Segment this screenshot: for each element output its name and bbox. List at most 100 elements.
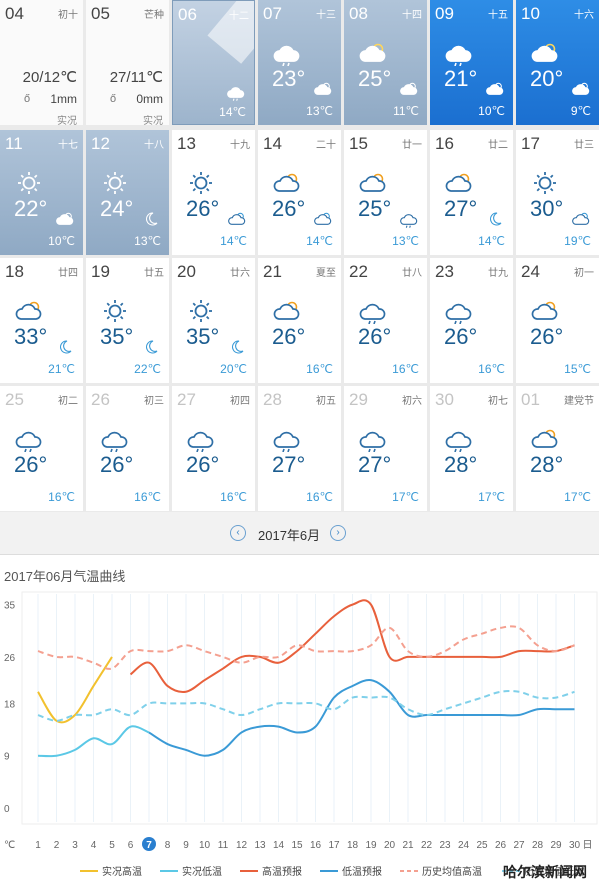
day-cell[interactable]: 08 十四 25° 11℃	[344, 0, 427, 125]
partly-cloudy-night-icon	[313, 210, 333, 228]
day-cell[interactable]: 21 夏至 26° 16℃	[258, 258, 341, 383]
x-tick-label: 10	[199, 840, 211, 851]
x-tick-label: 23	[439, 840, 451, 851]
day-cell[interactable]: 13 十九 26° 14℃	[172, 130, 255, 255]
day-cell[interactable]: 28 初五 27° 16℃	[258, 386, 341, 511]
partly-cloudy-icon	[530, 40, 560, 66]
day-cell[interactable]: 30 初七 28° 17℃	[430, 386, 513, 511]
day-cell[interactable]: 09 十五 21° 10℃	[430, 0, 513, 125]
day-cell[interactable]: 14 二十 26° 14℃	[258, 130, 341, 255]
day-cell[interactable]: 20 廿六 35° 20℃	[172, 258, 255, 383]
x-tick-label: 14	[273, 840, 285, 851]
x-unit-label: 日	[583, 840, 593, 851]
rain-cloud-icon	[399, 210, 419, 228]
day-number: 06	[178, 5, 197, 24]
day-number: 26	[91, 390, 110, 409]
day-number: 12	[91, 134, 110, 153]
high-temp: 22°	[14, 196, 48, 221]
y-unit-label: ℃	[4, 840, 15, 851]
series-line	[37, 690, 575, 722]
day-cell[interactable]: 24 初一 26° 15℃	[516, 258, 599, 383]
day-number: 30	[435, 390, 454, 409]
day-cell[interactable]: 19 廿五 35° 22℃	[86, 258, 169, 383]
lunar-date: 二十	[316, 140, 336, 151]
day-cell[interactable]: 23 廿九 26° 16℃	[430, 258, 513, 383]
prev-month-button[interactable]: ‹	[230, 525, 246, 541]
legend-entry: 实况低温	[182, 865, 222, 878]
lunar-date: 初四	[230, 396, 250, 407]
lunar-date: 初二	[58, 396, 78, 407]
high-temp: 30°	[530, 196, 564, 221]
day-cell[interactable]: 12 十八 24° 13℃	[86, 130, 169, 255]
rain-cloud-icon	[444, 426, 474, 453]
partly-cloudy-icon	[444, 170, 474, 196]
day-cell[interactable]: 22 廿八 26° 16℃	[344, 258, 427, 383]
drop-icon: ő	[110, 93, 117, 105]
month-label: 2017年6月	[258, 528, 321, 543]
x-tick-label: 17	[328, 840, 340, 851]
lunar-date: 建党节	[564, 396, 594, 407]
lunar-date: 廿三	[574, 140, 594, 151]
x-tick-label: 6	[128, 840, 134, 851]
series-line	[148, 679, 575, 757]
observed-tag: 实况	[143, 116, 163, 125]
high-temp: 26°	[358, 324, 392, 349]
legend-entry: 历史均值低温	[524, 865, 584, 878]
sun-icon	[186, 298, 216, 324]
low-temp: 13℃	[392, 234, 419, 248]
lunar-date: 廿八	[402, 268, 422, 279]
lunar-date: 初一	[574, 268, 594, 279]
day-number: 21	[263, 262, 282, 281]
day-cell[interactable]: 27 初四 26° 16℃	[172, 386, 255, 511]
day-cell[interactable]: 05 芒种 27/11℃ ő 0mm 实况	[86, 0, 169, 125]
day-number: 29	[349, 390, 368, 409]
day-cell[interactable]: 01 建党节 28° 17℃	[516, 386, 599, 511]
x-tick-label: 27	[513, 840, 525, 851]
rain-cloud-icon	[186, 426, 216, 453]
lunar-date: 廿九	[488, 268, 508, 279]
low-temp: 16℃	[48, 490, 75, 504]
partly-cloudy-icon	[272, 298, 302, 324]
low-temp: 13℃	[134, 234, 161, 248]
rain-cloud-icon	[358, 426, 388, 453]
day-cell[interactable]: 26 初三 26° 16℃	[86, 386, 169, 511]
low-temp: 20℃	[220, 362, 247, 376]
day-cell[interactable]: 15 廿一 25° 13℃	[344, 130, 427, 255]
legend-entry: 实况高温	[102, 865, 142, 878]
day-cell[interactable]: 25 初二 26° 16℃	[0, 386, 83, 511]
day-cell[interactable]: 10 十六 20° 9℃	[516, 0, 599, 125]
x-tick-label: 4	[91, 840, 97, 851]
day-cell[interactable]: 17 廿三 30° 19℃	[516, 130, 599, 255]
day-number: 01	[521, 390, 540, 409]
x-tick-label: 30	[569, 840, 581, 851]
low-temp: 16℃	[478, 362, 505, 376]
day-cell[interactable]: 18 廿四 33° 21℃	[0, 258, 83, 383]
high-temp: 26°	[272, 324, 306, 349]
y-tick-label: 35	[4, 601, 16, 612]
lunar-date: 廿一	[402, 140, 422, 151]
legend-entry: 高温预报	[262, 865, 302, 878]
moon-icon	[141, 210, 161, 228]
day-cell[interactable]: 04 初十 20/12℃ ő 1mm 实况	[0, 0, 83, 125]
high-temp: 21°	[444, 66, 478, 91]
high-temp: 25°	[358, 66, 392, 91]
x-tick-label: 3	[72, 840, 78, 851]
day-cell[interactable]: 29 初六 27° 17℃	[344, 386, 427, 511]
day-cell[interactable]: 06 十二 14℃	[172, 0, 255, 125]
day-number: 24	[521, 262, 540, 281]
low-temp: 17℃	[392, 490, 419, 504]
day-cell[interactable]: 11 十七 22° 10℃	[0, 130, 83, 255]
moon-icon	[227, 338, 247, 356]
low-temp: 16℃	[306, 490, 333, 504]
lunar-date: 十五	[488, 10, 508, 21]
x-tick-label: 7	[146, 840, 152, 851]
x-tick-label: 19	[365, 840, 377, 851]
lunar-date: 芒种	[144, 10, 164, 21]
day-cell[interactable]: 07 十三 23° 13℃	[258, 0, 341, 125]
next-month-button[interactable]: ›	[330, 525, 346, 541]
x-tick-label: 25	[476, 840, 488, 851]
day-cell[interactable]: 16 廿二 27° 14℃	[430, 130, 513, 255]
y-tick-label: 18	[4, 699, 16, 710]
rain-cloud-icon	[358, 298, 388, 325]
low-temp: 16℃	[220, 490, 247, 504]
